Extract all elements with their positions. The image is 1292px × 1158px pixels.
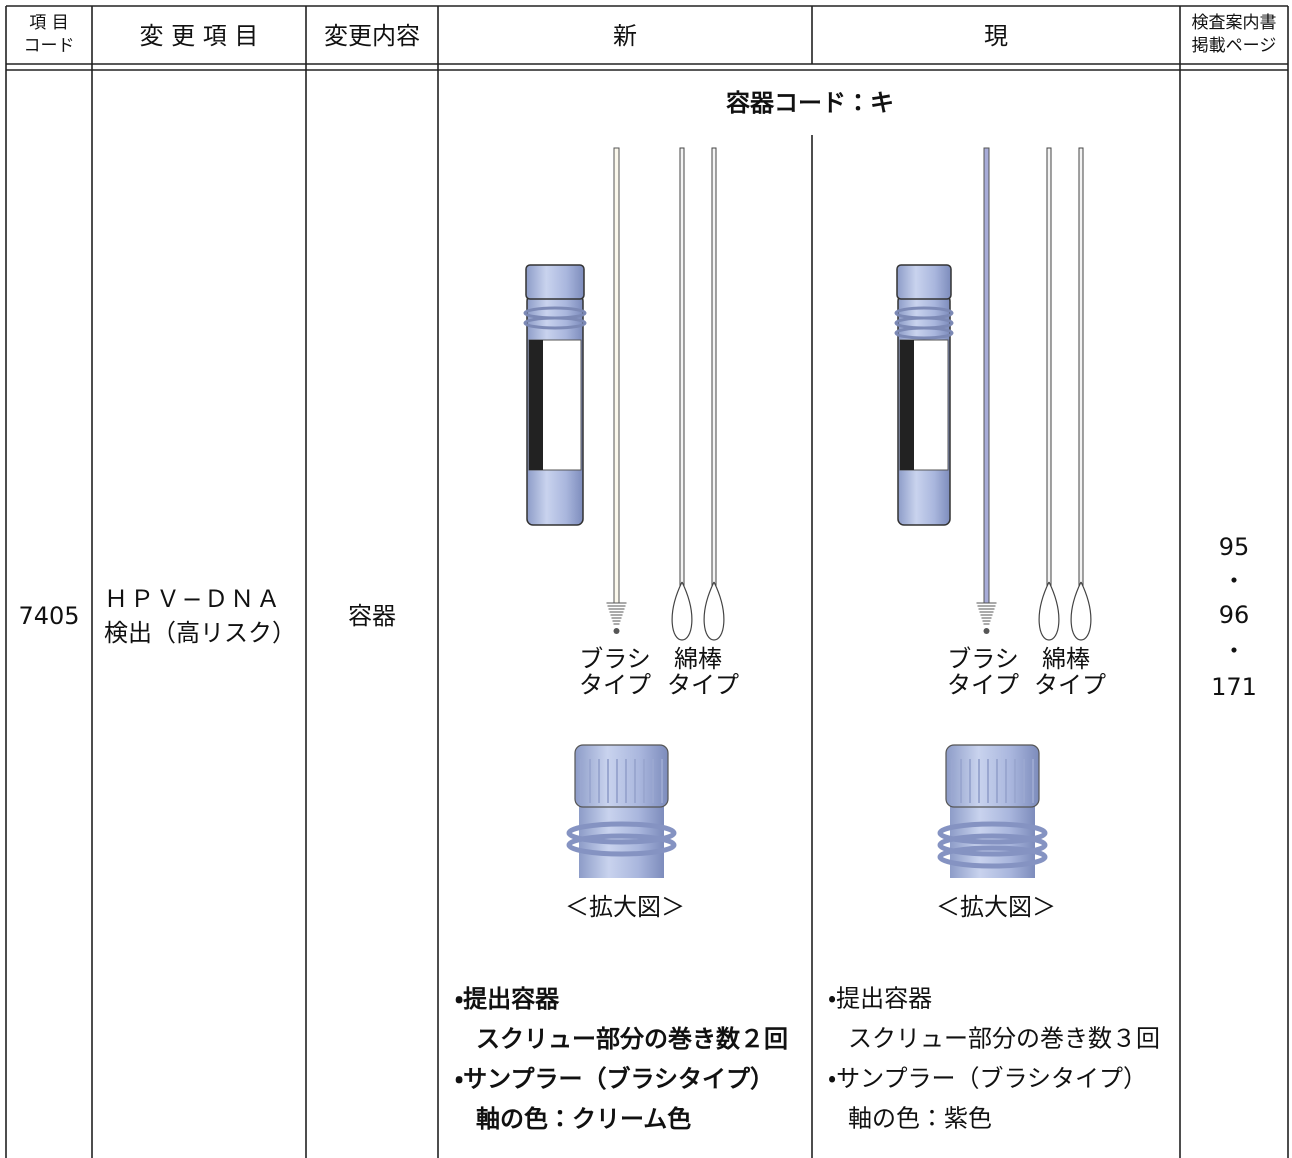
brush-tip <box>983 628 990 634</box>
zoom-cap <box>945 744 1040 808</box>
brush-stick <box>613 147 620 604</box>
header-pages: 掲載ページ <box>1192 36 1277 56</box>
swab-label: タイプ <box>667 671 739 699</box>
note: 軸の色：紫色 <box>848 1105 992 1133</box>
tube-label-band <box>900 340 914 470</box>
table-rules <box>5 5 1289 1158</box>
item-name: 検出（高リスク） <box>104 619 296 647</box>
swab-tip <box>703 581 725 641</box>
swab-label: タイプ <box>1034 671 1106 699</box>
page-number: 171 <box>1211 673 1257 701</box>
zoom-thread <box>937 833 1048 857</box>
note: ・提出容器 <box>828 985 932 1013</box>
tube-cap <box>896 264 952 300</box>
page-number: ・ <box>1222 567 1246 595</box>
zoom-thread <box>566 821 677 845</box>
note: スクリュー部分の巻き数２回 <box>476 1025 788 1053</box>
swab-stick <box>711 147 717 589</box>
note: ・サンプラー（ブラシタイプ） <box>828 1065 1147 1093</box>
zoom-thread <box>566 833 677 857</box>
brush-label: ブラシ <box>579 645 651 673</box>
swab-label: 綿棒 <box>1042 645 1090 673</box>
brush-tip <box>613 628 620 634</box>
swab-tip <box>1070 581 1092 641</box>
note: ・サンプラー（ブラシタイプ） <box>455 1065 774 1093</box>
page-number: 95 <box>1219 533 1250 561</box>
header-pages: 検査案内書 <box>1192 13 1277 33</box>
header-current: 現 <box>984 22 1008 50</box>
header-code: コード <box>24 36 75 56</box>
container-code: 容器コード：キ <box>726 89 894 117</box>
note: スクリュー部分の巻き数３回 <box>848 1025 1160 1053</box>
brush-label: タイプ <box>947 671 1019 699</box>
page-number: 96 <box>1219 601 1250 629</box>
swab-label: 綿棒 <box>674 645 722 673</box>
swab-stick <box>1078 147 1084 589</box>
header-change: 変更内容 <box>324 22 420 50</box>
swab-stick <box>679 147 685 589</box>
zoom-caption: ＜拡大図＞ <box>565 893 685 921</box>
illustrations <box>523 147 1092 878</box>
swab-tip <box>1038 581 1060 641</box>
header-code: 項 目 <box>29 13 68 33</box>
brush-stick <box>983 147 990 604</box>
swab-tip <box>671 581 693 641</box>
item-code: 7405 <box>18 602 79 630</box>
zoom-cap <box>574 744 669 808</box>
header-item: 変 更 項 目 <box>140 22 259 50</box>
brush-label: タイプ <box>579 671 651 699</box>
change-content: 容器 <box>348 602 396 630</box>
brush-label: ブラシ <box>947 645 1019 673</box>
item-name: ＨＰＶ−ＤＮＡ <box>104 585 282 613</box>
swab-stick <box>1046 147 1052 589</box>
zoom-caption: ＜拡大図＞ <box>936 893 1056 921</box>
tube-cap <box>525 264 585 300</box>
zoom-thread <box>937 821 1048 845</box>
zoom-thread <box>937 845 1048 869</box>
note: ・提出容器 <box>455 985 560 1013</box>
tube-thread <box>894 326 954 340</box>
tube-label-band <box>529 340 543 470</box>
tube-thread <box>523 316 587 330</box>
page-number: ・ <box>1222 637 1246 665</box>
note: 軸の色：クリーム色 <box>476 1105 691 1133</box>
header-new: 新 <box>613 22 637 50</box>
